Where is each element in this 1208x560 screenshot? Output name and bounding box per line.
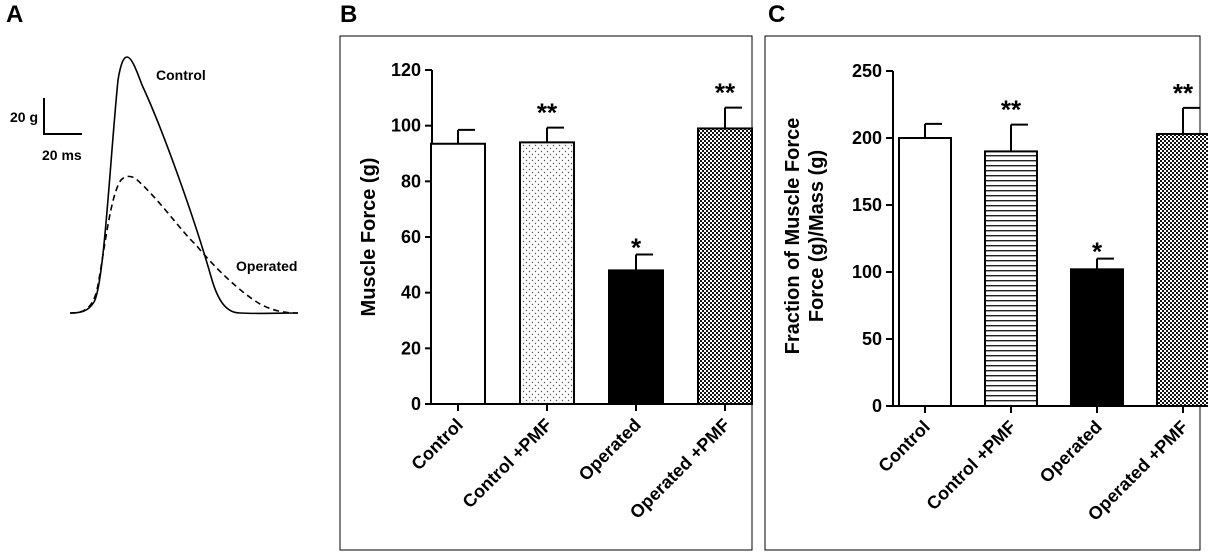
category-label: Control +PMF: [459, 415, 556, 512]
bar: [608, 269, 664, 405]
bar: [898, 137, 952, 407]
significance-label: **: [1001, 95, 1022, 125]
y-tick-label: 50: [862, 329, 882, 349]
bar-chart-c: 0 50 100 150 200 250 Fraction of Muscle Force F…: [782, 61, 1208, 525]
y-axis-label: Fraction of Muscle Force: [782, 118, 804, 355]
panel-c: C 0 50 100 150 200 250 Fraction of Muscle Forc…: [764, 1, 1208, 551]
category-label: Control: [874, 417, 933, 476]
scale-time-label: 20 ms: [42, 147, 82, 163]
significance-label: *: [1092, 237, 1103, 267]
panel-letter-a: A: [6, 1, 23, 28]
y-axis-label: Force (g)/Mass (g): [806, 150, 828, 322]
y-tick-label: 0: [411, 394, 421, 414]
y-tick-label: 150: [852, 195, 882, 215]
y-tick-label: 40: [401, 283, 421, 303]
significance-label: **: [537, 98, 558, 128]
category-label: Operated: [1036, 417, 1106, 487]
bar: [697, 127, 753, 405]
significance-label: **: [1173, 78, 1194, 108]
y-tick-label: 120: [391, 60, 421, 80]
bar: [1070, 268, 1124, 407]
bar: [1156, 132, 1208, 407]
y-axis-label: Muscle Force (g): [358, 158, 380, 317]
y-tick-label: 200: [852, 128, 882, 148]
panel-a: A 20 g 20 ms Control Operated: [6, 1, 299, 315]
control-trace: [69, 56, 299, 315]
operated-trace: [69, 175, 299, 314]
bar: [519, 141, 575, 405]
panel-b: B 0 20 40 60 80 100 120 Muscle Force (g) Control…: [339, 1, 753, 551]
y-tick-label: 100: [391, 116, 421, 136]
control-trace-label: Control: [156, 67, 206, 83]
bar: [430, 142, 486, 405]
y-tick-label: 250: [852, 61, 882, 81]
bar: [984, 150, 1038, 407]
scale-force-label: 20 g: [10, 109, 38, 125]
significance-label: **: [715, 78, 736, 108]
y-tick-label: 60: [401, 227, 421, 247]
y-tick-label: 20: [401, 338, 421, 358]
category-label: Operated: [575, 415, 645, 485]
significance-label: *: [631, 233, 642, 263]
panel-letter-c: C: [768, 1, 785, 28]
y-tick-label: 100: [852, 262, 882, 282]
operated-trace-label: Operated: [236, 258, 297, 274]
category-label: Control: [407, 415, 466, 474]
category-label: Control +PMF: [923, 417, 1020, 514]
panel-letter-b: B: [340, 1, 357, 28]
y-tick-label: 0: [872, 396, 882, 416]
scale-bar: [43, 98, 82, 135]
y-tick-label: 80: [401, 171, 421, 191]
